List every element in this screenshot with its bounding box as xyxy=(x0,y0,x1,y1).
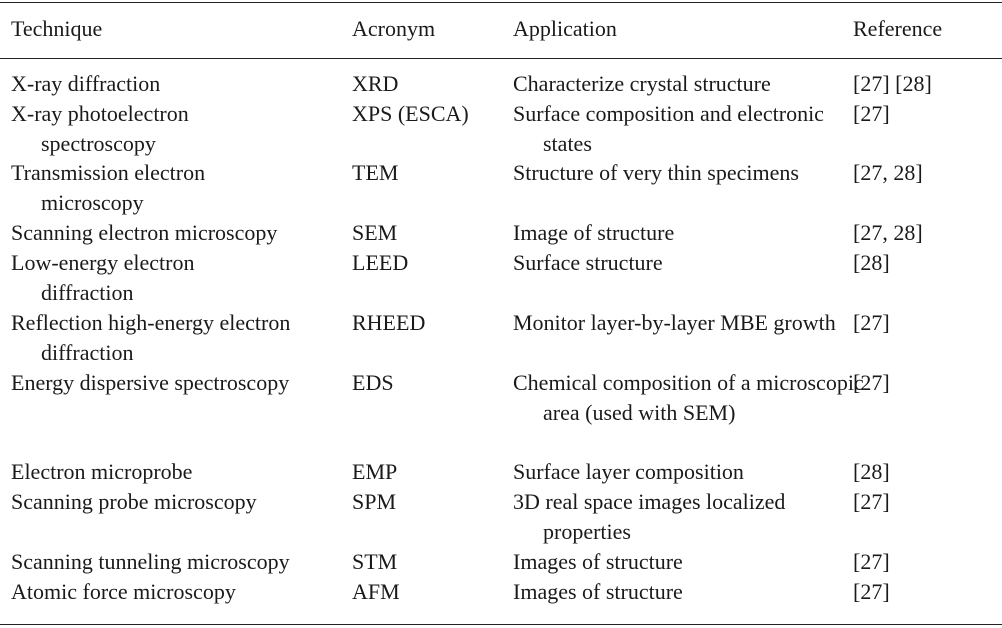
table-row: Low-energy electron diffraction LEED Sur… xyxy=(0,248,1002,308)
top-rule xyxy=(0,2,1002,3)
header-technique: Technique xyxy=(11,16,103,41)
technique-cell: Electron microprobe xyxy=(11,459,193,484)
acronym-cell: LEED xyxy=(352,250,409,275)
application-cell: Image of structure xyxy=(513,220,675,245)
application-cell: Images of structure xyxy=(513,579,683,604)
acronym-cell: EMP xyxy=(352,459,398,484)
table-row: X-ray photoelectron spectroscopy XPS (ES… xyxy=(0,99,1002,158)
table-row: Transmission electron microscopy TEM Str… xyxy=(0,158,1002,218)
acronym-cell: SEM xyxy=(352,220,398,245)
reference-cell: [27] xyxy=(853,579,890,604)
technique-cell: Scanning electron microscopy xyxy=(11,220,278,245)
table-row: Reflection high-energy electron diffract… xyxy=(0,308,1002,368)
header-acronym: Acronym xyxy=(352,16,436,41)
reference-cell: [27] xyxy=(853,549,890,574)
application-cell: Surface structure xyxy=(513,250,663,275)
application-cell: Surface layer composition xyxy=(513,459,744,484)
acronym-cell: STM xyxy=(352,549,398,574)
table-row: Scanning electron microscopy SEM Image o… xyxy=(0,218,1002,248)
technique-cell: Low-energy electron diffraction xyxy=(11,250,195,305)
technique-cell: X-ray diffraction xyxy=(11,71,161,96)
application-cell: Surface composition and electronic state… xyxy=(513,101,824,156)
acronym-cell: EDS xyxy=(352,370,394,395)
reference-cell: [27] [28] xyxy=(853,71,932,96)
technique-cell: Reflection high-energy electron diffract… xyxy=(11,310,291,365)
acronym-cell: RHEED xyxy=(352,310,426,335)
application-cell: Chemical composition of a microscopic ar… xyxy=(513,370,864,425)
acronym-cell: XRD xyxy=(352,71,399,96)
technique-cell: Scanning tunneling microscopy xyxy=(11,549,290,574)
header-rule xyxy=(0,58,1002,59)
table-row: Energy dispersive spectroscopy EDS Chemi… xyxy=(0,368,1002,457)
reference-cell: [28] xyxy=(853,250,890,275)
reference-cell: [27, 28] xyxy=(853,160,923,185)
technique-cell: Atomic force microscopy xyxy=(11,579,236,604)
reference-cell: [27] xyxy=(853,370,890,395)
reference-cell: [27] xyxy=(853,310,890,335)
reference-cell: [27] xyxy=(853,489,890,514)
reference-cell: [27, 28] xyxy=(853,220,923,245)
acronym-cell: TEM xyxy=(352,160,399,185)
reference-cell: [27] xyxy=(853,101,890,126)
technique-cell: Scanning probe microscopy xyxy=(11,489,257,514)
header-reference: Reference xyxy=(853,16,943,41)
acronym-cell: XPS (ESCA) xyxy=(352,101,469,126)
table-row: Scanning tunneling microscopy STM Images… xyxy=(0,547,1002,577)
table-row: Electron microprobe EMP Surface layer co… xyxy=(0,457,1002,487)
acronym-cell: AFM xyxy=(352,579,400,604)
table-header-row: Technique Acronym Application Reference xyxy=(0,14,1002,48)
technique-cell: Energy dispersive spectroscopy xyxy=(11,370,290,395)
application-cell: Structure of very thin specimens xyxy=(513,160,799,185)
table-row: X-ray diffraction XRD Characterize cryst… xyxy=(0,69,1002,99)
technique-cell: Transmission electron microscopy xyxy=(11,160,206,215)
technique-cell: X-ray photoelectron spectroscopy xyxy=(11,101,189,156)
bottom-rule xyxy=(0,624,1002,625)
reference-cell: [28] xyxy=(853,459,890,484)
table-row: Atomic force microscopy AFM Images of st… xyxy=(0,577,1002,607)
table-body: X-ray diffraction XRD Characterize cryst… xyxy=(0,69,1002,607)
table-row: Scanning probe microscopy SPM 3D real sp… xyxy=(0,487,1002,547)
application-cell: Characterize crystal structure xyxy=(513,71,771,96)
acronym-cell: SPM xyxy=(352,489,397,514)
application-cell: 3D real space images localized propertie… xyxy=(513,489,786,544)
application-cell: Images of structure xyxy=(513,549,683,574)
header-application: Application xyxy=(513,16,617,41)
application-cell: Monitor layer-by-layer MBE growth xyxy=(513,310,836,335)
